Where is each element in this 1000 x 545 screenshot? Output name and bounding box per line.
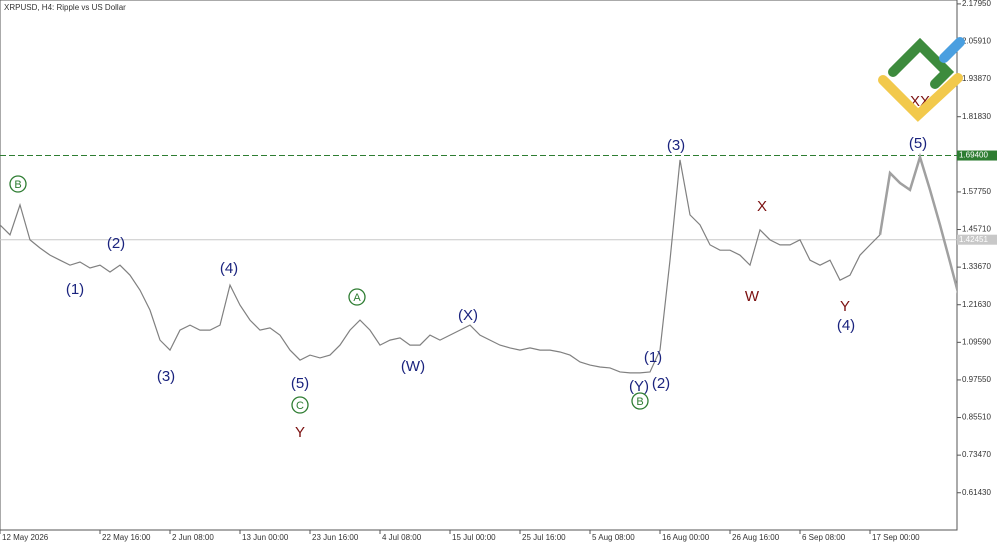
wave-label: (3)	[157, 368, 175, 385]
wave-label: (1)	[644, 349, 662, 366]
wave-label: Y	[295, 424, 305, 441]
price-line	[0, 159, 881, 374]
wave-label: (5)	[291, 375, 309, 392]
y-tick-label: 0.61430	[962, 488, 991, 497]
y-tick-label: 1.93870	[962, 74, 991, 83]
y-tick-label: 0.73470	[962, 450, 991, 459]
wave-label: (2)	[652, 375, 670, 392]
y-tick-label: 1.45710	[962, 225, 991, 234]
wave-circle	[348, 288, 366, 306]
level-label: 1.42451	[959, 235, 988, 244]
wave-label: (2)	[107, 235, 125, 252]
x-tick-label: 16 Aug 00:00	[662, 533, 710, 542]
y-tick-label: 0.97550	[962, 375, 991, 384]
y-tick-label: 1.09590	[962, 337, 991, 346]
x-tick-label: 17 Sep 00:00	[872, 533, 920, 542]
logo	[878, 37, 965, 122]
level-label: 1.69400	[959, 151, 988, 160]
x-tick-label: 12 May 2026	[2, 533, 49, 542]
wave-label: (4)	[220, 260, 238, 277]
wave-label: (1)	[66, 281, 84, 298]
y-tick-label: 1.81830	[962, 112, 991, 121]
wave-label: (X)	[458, 307, 478, 324]
wave-label: B	[636, 396, 643, 408]
x-tick-label: 4 Jul 08:00	[382, 533, 422, 542]
x-tick-label: 2 Jun 08:00	[172, 533, 214, 542]
wave-circle	[631, 392, 649, 410]
y-tick-label: 1.33670	[962, 262, 991, 271]
y-tick-label: 2.17950	[962, 0, 991, 8]
plot-frame	[0, 0, 958, 531]
wave-circle	[9, 175, 27, 193]
wave-label: (Y)	[629, 378, 649, 395]
price-line	[878, 152, 957, 294]
x-tick-label: 23 Jun 16:00	[312, 533, 359, 542]
wave-label: X	[757, 198, 767, 215]
wave-label: (4)	[837, 317, 855, 334]
wave-label: Y	[840, 298, 850, 315]
wave-label: C	[296, 400, 304, 412]
wave-label: (W)	[401, 358, 425, 375]
wave-label: (3)	[667, 137, 685, 154]
wave-circle	[291, 396, 309, 414]
wave-label: B	[14, 179, 21, 191]
chart-title: XRPUSD, H4: Ripple vs US Dollar	[4, 3, 126, 12]
y-tick-label: 1.21630	[962, 300, 991, 309]
wave-label: (5)	[909, 135, 927, 152]
x-tick-label: 13 Jun 00:00	[242, 533, 289, 542]
y-tick-label: 1.57750	[962, 187, 991, 196]
x-tick-label: 6 Sep 08:00	[802, 533, 846, 542]
x-tick-label: 5 Aug 08:00	[592, 533, 635, 542]
y-tick-label: 0.85510	[962, 413, 991, 422]
x-tick-label: 15 Jul 00:00	[452, 533, 496, 542]
level-box	[957, 234, 997, 245]
level-box	[957, 150, 997, 161]
x-tick-label: 22 May 16:00	[102, 533, 151, 542]
wave-label: W	[745, 288, 760, 305]
x-tick-label: 26 Aug 16:00	[732, 533, 780, 542]
y-tick-label: 2.05910	[962, 37, 991, 46]
x-tick-label: 25 Jul 16:00	[522, 533, 566, 542]
wave-label: A	[353, 292, 361, 304]
